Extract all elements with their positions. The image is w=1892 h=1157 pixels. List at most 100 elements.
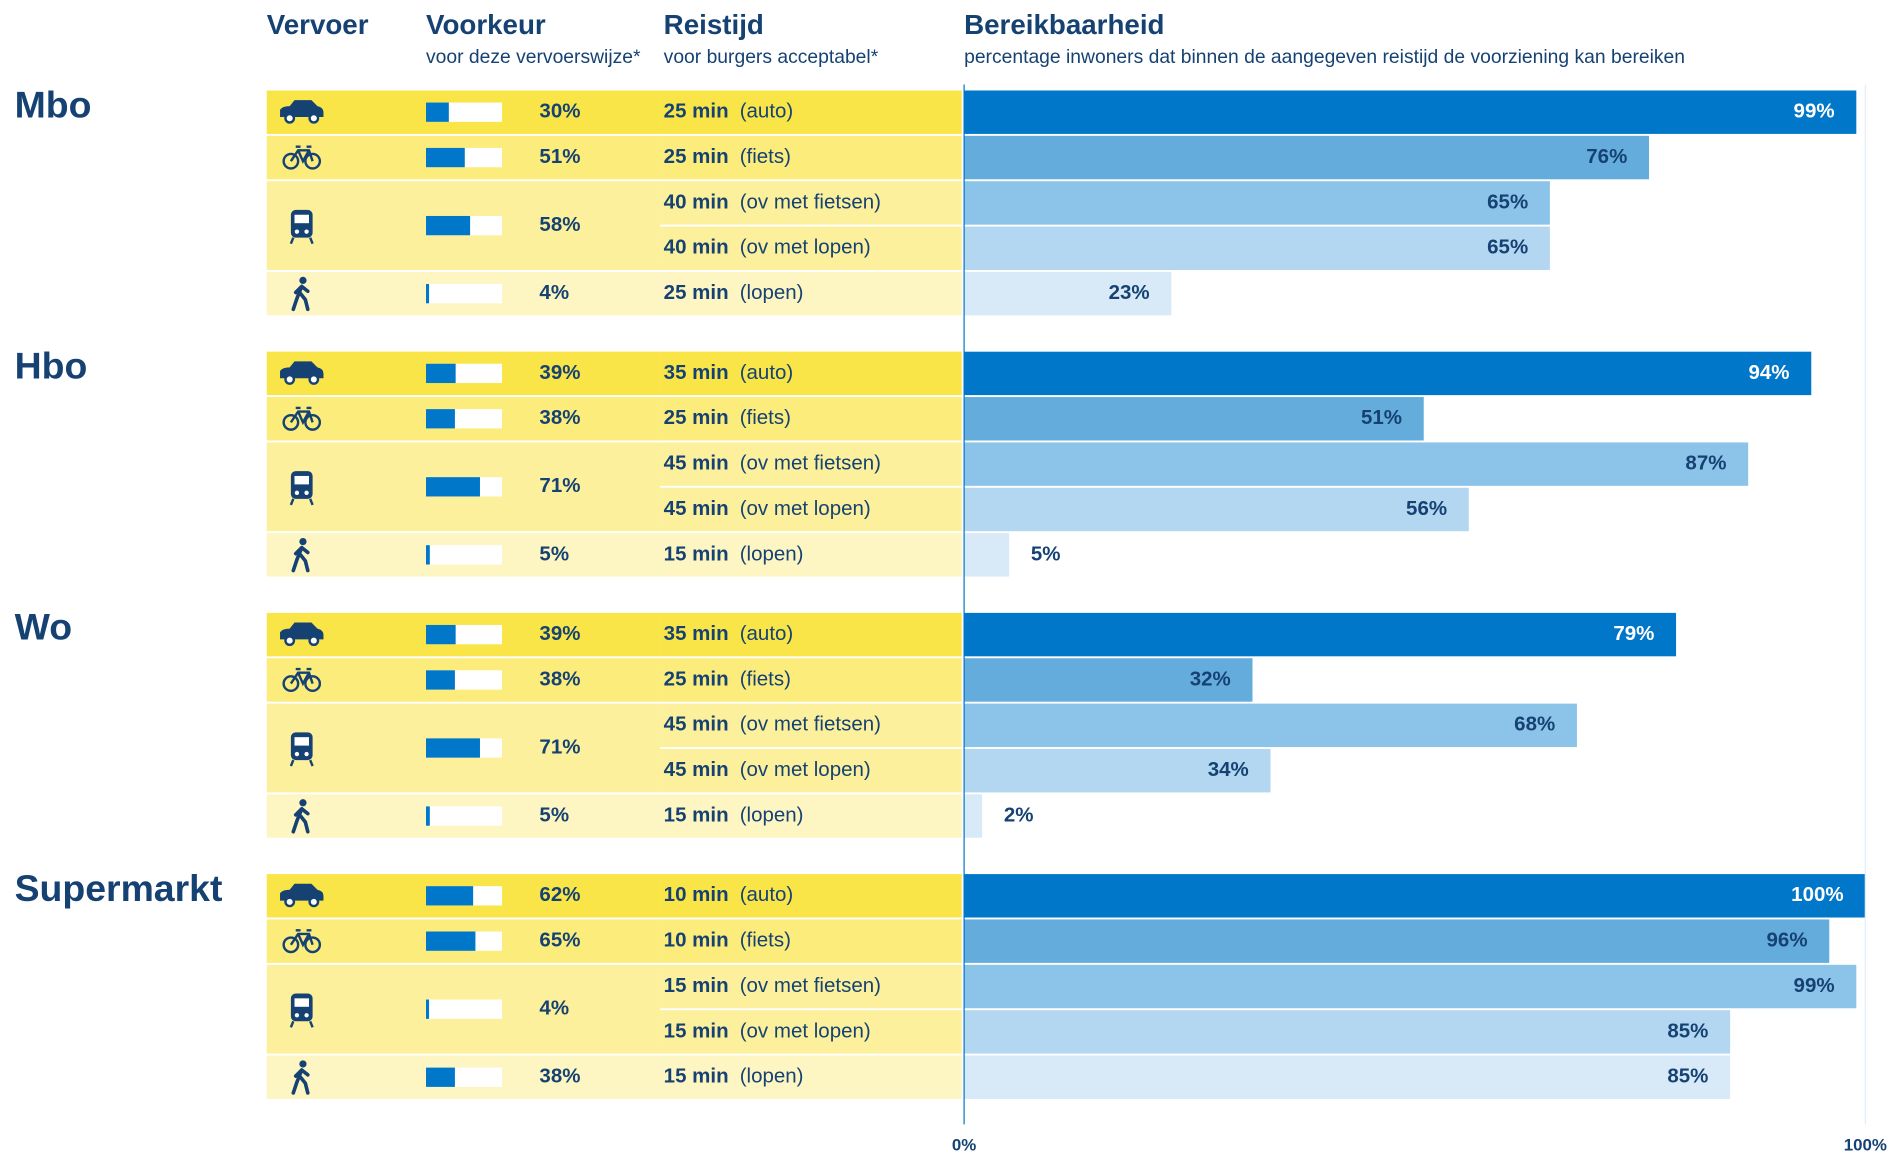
header-sub: percentage inwoners dat binnen de aangeg… [964, 47, 1685, 68]
icon-part [282, 413, 300, 431]
preference-bar [426, 1067, 455, 1087]
group-label: Hbo [15, 344, 88, 386]
time-minutes: 25 min [664, 406, 729, 429]
icon-part [289, 929, 314, 948]
reach-bar [964, 271, 1172, 316]
preference-bar [426, 363, 456, 384]
icon-part [299, 537, 307, 546]
row-background [660, 612, 962, 657]
reach-label: 2% [1004, 803, 1034, 826]
icon-part [294, 737, 309, 746]
icon-part [284, 635, 296, 647]
time-minutes: 35 min [664, 622, 729, 645]
preference-bar [426, 624, 456, 645]
time-minutes: 15 min [664, 1065, 729, 1088]
icon-car [280, 622, 324, 647]
row-background [660, 351, 962, 396]
preference-track [426, 284, 503, 304]
icon-part [294, 751, 300, 757]
preference-bar [426, 886, 474, 906]
header: Bereikbaarheid [964, 9, 1164, 40]
preference-label: 58% [539, 213, 580, 236]
row-background [660, 442, 962, 486]
icon-part [284, 112, 296, 124]
x-tick-label: 100% [1844, 1136, 1887, 1155]
time-mode: (ov met lopen) [740, 236, 871, 259]
icon-part [294, 214, 309, 224]
icon-part [289, 498, 314, 506]
icon-walk [291, 1060, 310, 1095]
reach-label: 87% [1685, 452, 1726, 475]
icon-part [289, 1020, 314, 1028]
icon-ov [289, 471, 314, 506]
icon-part [294, 998, 309, 1007]
reach-bar [964, 397, 1424, 441]
reach-label: 100% [1791, 883, 1843, 906]
time-minutes: 45 min [664, 713, 729, 736]
row-background [660, 226, 962, 271]
reach-label: 76% [1586, 145, 1627, 168]
preference-label: 38% [539, 667, 580, 690]
icon-walk [291, 799, 310, 834]
reach-label: 99% [1794, 100, 1835, 123]
icon-part [299, 276, 307, 285]
time-mode: (auto) [740, 622, 794, 645]
row-background [660, 533, 962, 577]
header: Voorkeur [426, 9, 546, 40]
row-background [660, 1010, 962, 1054]
icon-part [308, 112, 320, 124]
icon-ov [289, 209, 314, 245]
preference-label: 62% [539, 883, 580, 906]
reach-bar [964, 90, 1857, 134]
time-mode: (ov met fietsen) [740, 713, 881, 736]
time-mode: (auto) [740, 883, 794, 906]
icon-part [290, 209, 313, 238]
reach-bar [964, 135, 1650, 180]
icon-part [304, 229, 309, 234]
time-minutes: 45 min [664, 758, 729, 781]
reach-bar [964, 351, 1812, 396]
icon-part [299, 1060, 307, 1068]
icon-part [304, 490, 309, 496]
header-sub: voor burgers acceptabel* [664, 47, 879, 68]
row-background [660, 658, 962, 702]
icon-part [304, 1013, 309, 1018]
icon-part [282, 675, 300, 693]
row-background [660, 135, 962, 180]
preference-bar [426, 670, 455, 690]
icon-part [291, 545, 310, 573]
preference-label: 5% [539, 542, 569, 565]
header: Vervoer [267, 9, 369, 40]
row-background [660, 181, 962, 225]
reach-label: 56% [1406, 497, 1447, 520]
preference-bar [426, 409, 455, 429]
time-mode: (ov met fietsen) [740, 452, 881, 475]
icon-car [280, 883, 324, 908]
reach-bar [964, 612, 1677, 657]
header-sub: voor deze vervoerswijze* [426, 47, 641, 68]
time-mode: (lopen) [740, 803, 804, 826]
time-minutes: 15 min [664, 1019, 729, 1042]
preference-track [426, 806, 503, 826]
icon-part [280, 622, 324, 640]
row-background [660, 271, 962, 316]
icon-part [291, 807, 310, 834]
reach-bar [964, 533, 1010, 577]
icon-part [294, 475, 309, 485]
header: Reistijd [664, 9, 764, 40]
reach-bar [964, 703, 1577, 748]
time-minutes: 15 min [664, 803, 729, 826]
icon-part [284, 374, 296, 385]
reach-bar [964, 874, 1866, 918]
icon-part [294, 490, 300, 496]
time-minutes: 10 min [664, 929, 729, 952]
preference-bar [426, 215, 471, 236]
preference-label: 4% [539, 997, 569, 1020]
icon-part [290, 993, 313, 1022]
reach-label: 23% [1109, 281, 1150, 304]
reach-bar [964, 794, 983, 838]
icon-part [280, 883, 324, 901]
reach-label: 51% [1361, 406, 1402, 429]
preference-bar [426, 545, 430, 565]
